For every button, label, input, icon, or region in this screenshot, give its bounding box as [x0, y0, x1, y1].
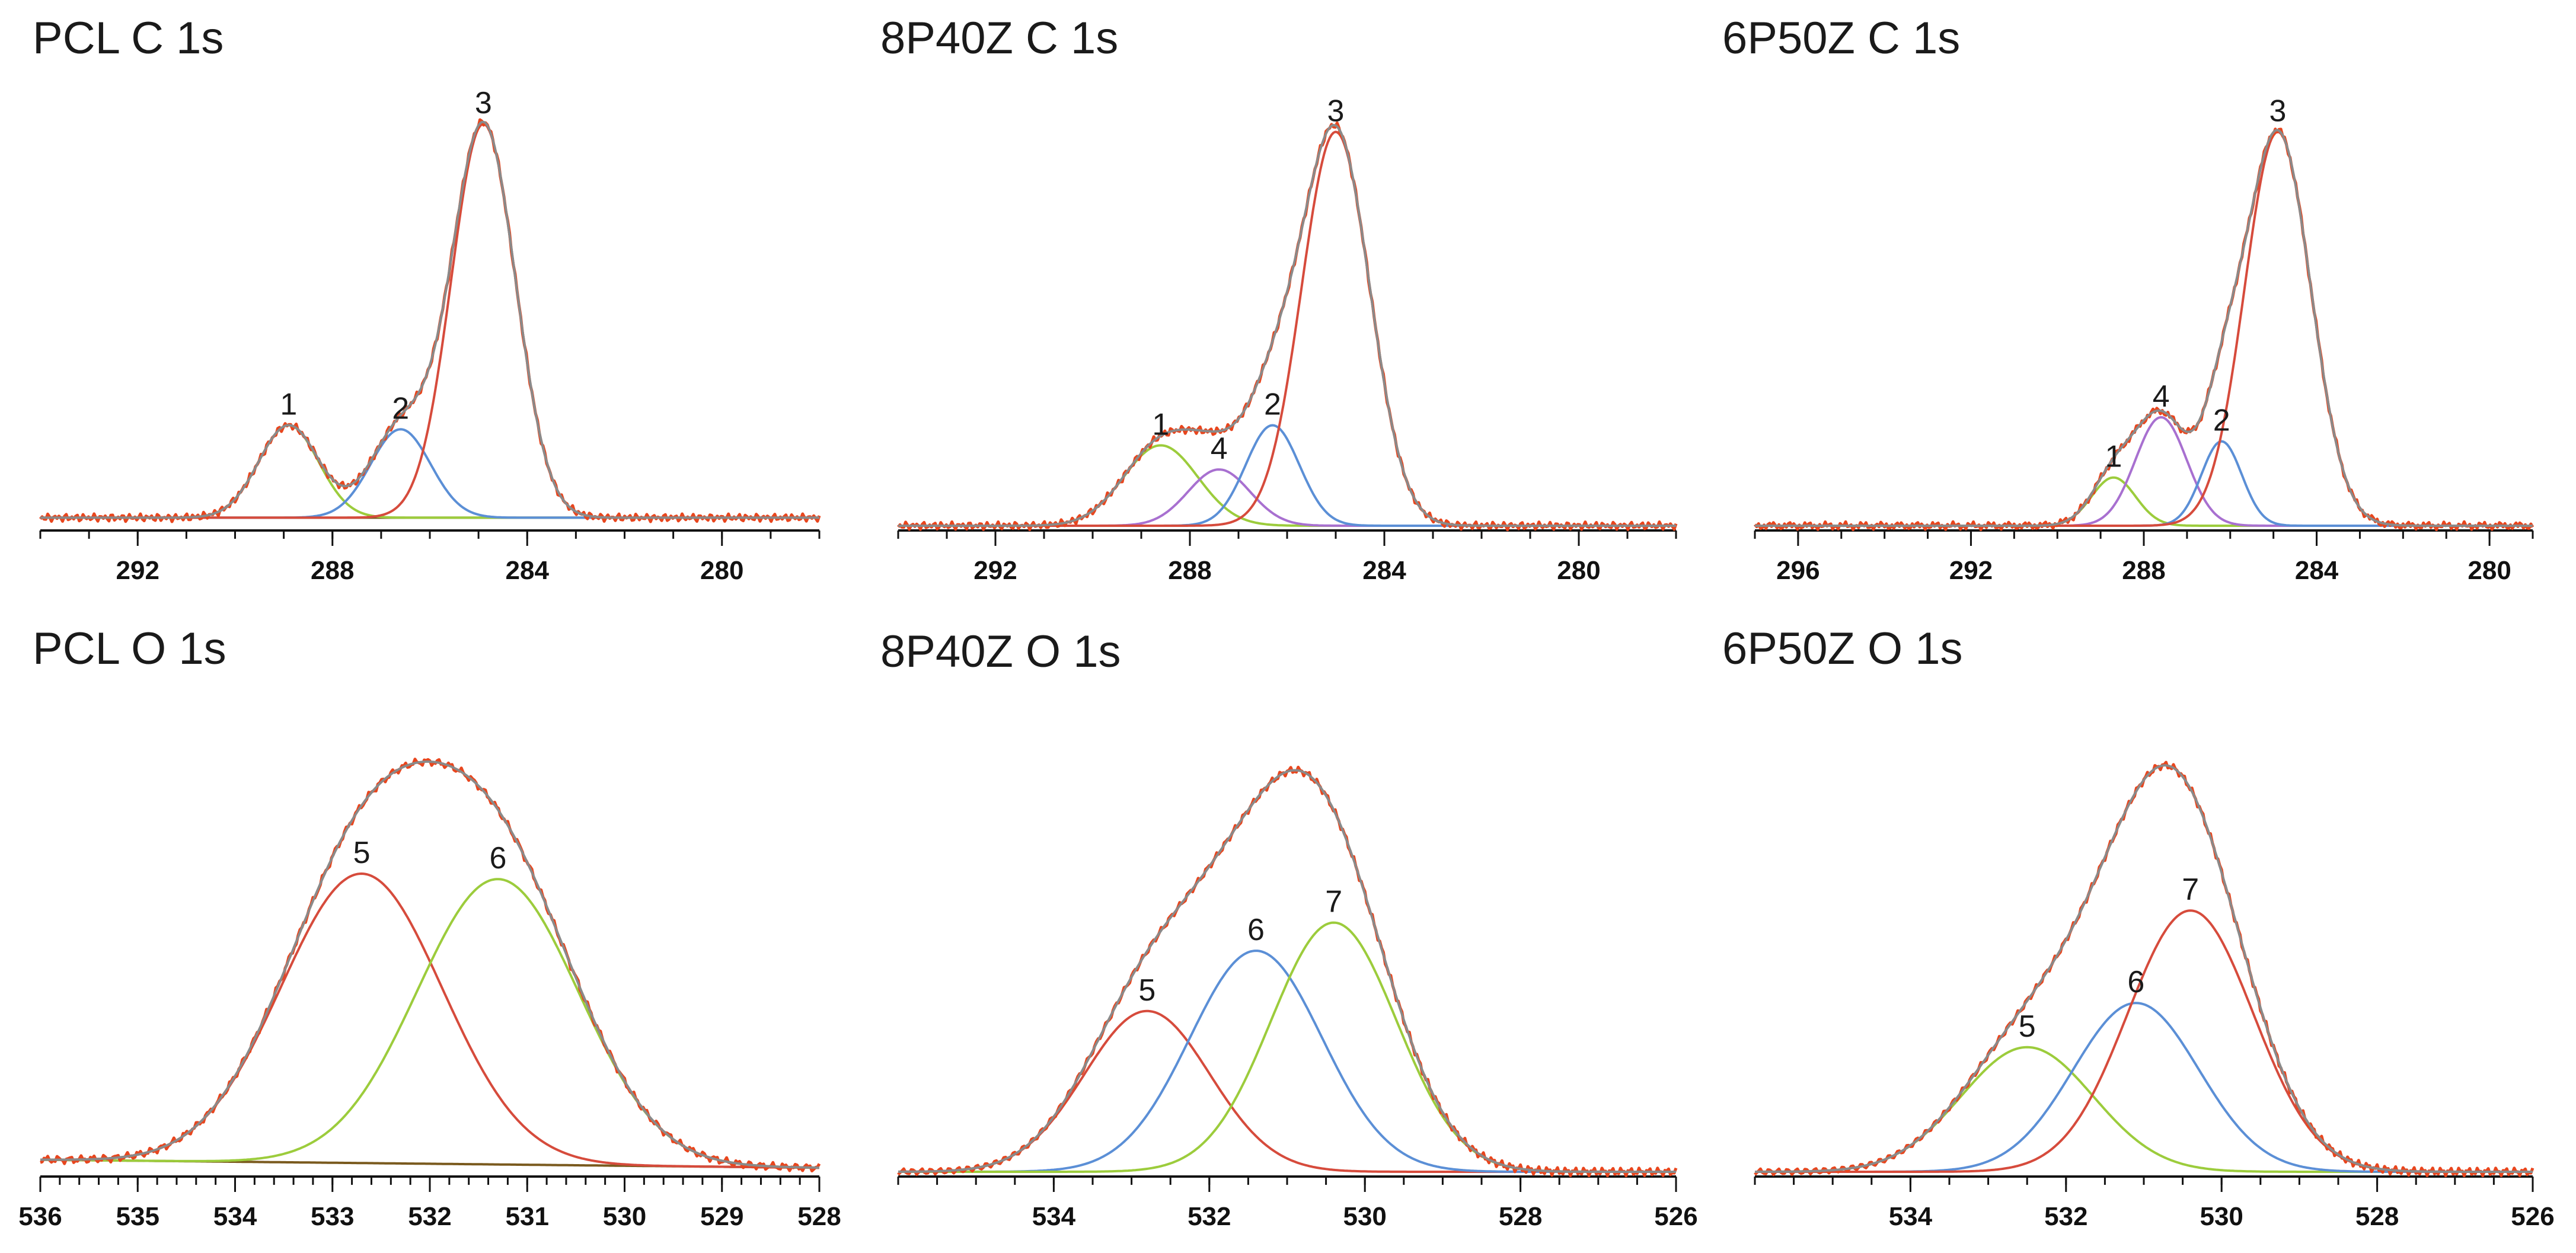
- peak-label-6: 6: [490, 841, 507, 875]
- chart-title: 8P40Z O 1s: [880, 626, 1121, 677]
- envelope-curve: [40, 760, 819, 1169]
- x-tick-label: 284: [1362, 556, 1406, 585]
- peak-curve-3: [1755, 130, 2533, 527]
- x-tick-label: 280: [700, 556, 743, 585]
- peak-label-2: 2: [2213, 404, 2230, 438]
- peak-curve-2: [1755, 440, 2533, 527]
- peak-label-4: 4: [2153, 379, 2170, 414]
- peak-label-1: 1: [2105, 440, 2122, 474]
- peak-label-5: 5: [2019, 1009, 2036, 1044]
- peak-curve-3: [40, 122, 819, 519]
- x-tick-label: 288: [1168, 556, 1211, 585]
- peak-label-6: 6: [1247, 913, 1265, 947]
- envelope-curve: [898, 124, 1676, 527]
- peak-label-2: 2: [1264, 387, 1281, 421]
- envelope-curve: [1755, 129, 2533, 527]
- peak-label-6: 6: [2127, 965, 2144, 999]
- peak-label-7: 7: [2182, 872, 2199, 907]
- peak-curve-7: [898, 921, 1676, 1173]
- x-tick-label: 288: [2122, 556, 2165, 585]
- peak-label-2: 2: [392, 391, 409, 426]
- peak-curve-6: [40, 878, 819, 1169]
- peak-label-3: 3: [475, 86, 492, 120]
- peak-curve-7: [1755, 909, 2533, 1173]
- x-tick-label: 533: [311, 1202, 354, 1231]
- x-tick-label: 532: [1188, 1202, 1231, 1231]
- x-tick-label: 292: [973, 556, 1017, 585]
- x-tick-label: 534: [1032, 1202, 1076, 1231]
- x-tick-label: 531: [506, 1202, 549, 1231]
- envelope-curve: [898, 769, 1676, 1173]
- chart-panel-2: 8P40Z C 1s 292 288 284 280 1 4 2 3: [880, 13, 1678, 585]
- x-tick-label: 526: [1654, 1202, 1697, 1231]
- x-tick-label: 292: [1949, 556, 1993, 585]
- envelope-curve: [1755, 764, 2533, 1173]
- x-tick-label: 536: [18, 1202, 62, 1231]
- x-tick-label: 528: [1499, 1202, 1542, 1231]
- chart-title: 6P50Z C 1s: [1722, 13, 1960, 63]
- x-tick-label: 284: [2295, 556, 2339, 585]
- chart-title: 8P40Z C 1s: [880, 13, 1118, 63]
- chart-panel-4: PCL O 1s 536 535 534 533 532 531 530 529 528 5 6: [18, 624, 841, 1231]
- peak-curve-1: [40, 424, 819, 519]
- peak-curve-1: [898, 444, 1676, 527]
- peak-label-3: 3: [2269, 94, 2286, 128]
- raw-data-curve: [897, 765, 1678, 1178]
- x-tick-label: 535: [116, 1202, 159, 1231]
- chart-title: 6P50Z O 1s: [1722, 624, 1963, 674]
- x-tick-label: 532: [2044, 1202, 2087, 1231]
- x-tick-label: 530: [1343, 1202, 1386, 1231]
- peak-label-3: 3: [1327, 94, 1345, 128]
- peak-curve-5: [40, 872, 819, 1169]
- x-tick-label: 534: [1889, 1202, 1933, 1231]
- envelope-curve: [40, 120, 819, 519]
- x-tick-label: 534: [213, 1202, 257, 1231]
- peak-curve-1: [1755, 476, 2533, 527]
- x-tick-label: 296: [1776, 556, 1820, 585]
- x-tick-label: 529: [700, 1202, 743, 1231]
- x-tick-label: 292: [116, 556, 159, 585]
- peak-curve-4: [1755, 416, 2533, 527]
- chart-panel-6: 6P50Z O 1s 534 532 530 528 526 5 6 7: [1722, 624, 2555, 1231]
- x-tick-label: 288: [311, 556, 354, 585]
- raw-data-curve: [1754, 127, 2534, 532]
- x-tick-label: 528: [797, 1202, 841, 1231]
- chart-panel-5: 8P40Z O 1s 534 532 530 528 526 5 6 7: [880, 626, 1698, 1231]
- peak-label-1: 1: [1152, 407, 1169, 442]
- x-tick-label: 280: [1557, 556, 1600, 585]
- peak-curve-2: [40, 428, 819, 519]
- x-tick-label: 530: [603, 1202, 646, 1231]
- peak-curve-2: [898, 424, 1676, 527]
- x-tick-label: 284: [506, 556, 550, 585]
- chart-title: PCL C 1s: [33, 13, 224, 63]
- peak-curve-3: [898, 130, 1676, 527]
- peak-label-5: 5: [353, 836, 371, 870]
- peak-label-5: 5: [1138, 973, 1155, 1008]
- x-tick-label: 532: [408, 1202, 451, 1231]
- x-tick-label: 528: [2355, 1202, 2399, 1231]
- x-tick-label: 526: [2511, 1202, 2554, 1231]
- chart-panel-3: 6P50Z C 1s 296 292 288 284 280 14 2 3: [1722, 13, 2534, 585]
- peak-label-4: 4: [1211, 431, 1228, 466]
- raw-data-curve: [897, 121, 1678, 532]
- peak-label-1: 1: [280, 387, 297, 421]
- peak-label-7: 7: [1325, 885, 1342, 919]
- peak-curve-5: [898, 1009, 1676, 1173]
- chart-title: PCL O 1s: [33, 624, 226, 674]
- x-tick-label: 530: [2200, 1202, 2243, 1231]
- peak-curve-4: [898, 468, 1676, 527]
- chart-panel-1: PCL C 1s 292 288 284 280 1 2 3: [33, 13, 821, 585]
- x-tick-label: 280: [2468, 556, 2511, 585]
- peak-curve-5: [1755, 1046, 2533, 1173]
